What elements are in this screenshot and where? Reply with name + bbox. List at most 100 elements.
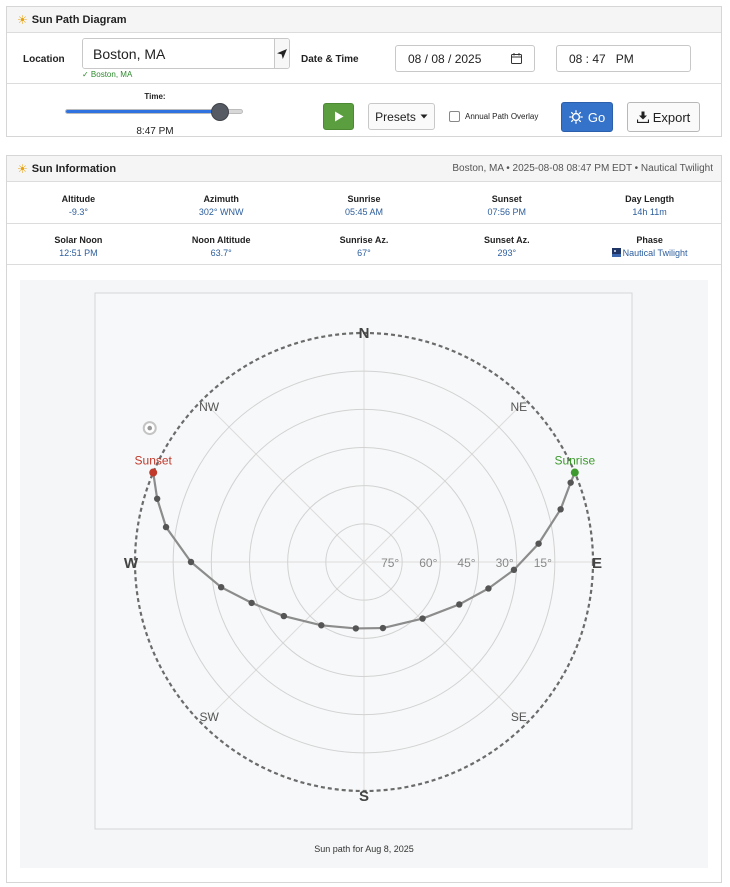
- play-button[interactable]: [323, 103, 354, 130]
- altitude-ring: [287, 485, 441, 639]
- location-label: Location: [23, 54, 65, 65]
- sun-path-point: [485, 585, 492, 592]
- direction-label-e: E: [592, 555, 602, 572]
- sun-icon: ☀: [17, 12, 28, 27]
- annual-overlay-toggle[interactable]: Annual Path Overlay: [449, 111, 538, 122]
- altitude-ring: [172, 370, 556, 754]
- direction-label-se: SE: [511, 710, 527, 724]
- direction-label-ne: NE: [511, 400, 528, 414]
- sun-path-point: [217, 583, 225, 591]
- time-slider-track[interactable]: [65, 109, 243, 114]
- info-key: Sunrise Az.: [339, 235, 389, 245]
- panel-title: Sun Path Diagram: [31, 13, 127, 26]
- date-input[interactable]: 08 / 08 / 2025: [395, 45, 535, 72]
- sunrise-marker: [570, 468, 579, 477]
- info-key: Azimuth: [203, 194, 239, 204]
- sun-path-svg: 75° 60° 45° 30° 15° N NE E SE S SW W NW Sunrise Sunset: [94, 292, 633, 830]
- info-sunrise-azimuth: Sunrise Az. 67°: [293, 224, 436, 264]
- sun-path-point: [352, 625, 360, 632]
- info-value: 07:56 PM: [487, 207, 527, 217]
- presets-dropdown[interactable]: Presets: [368, 103, 435, 130]
- info-sunset-azimuth: Sunset Az. 293°: [435, 224, 578, 264]
- date-value: 08 / 08 / 2025: [408, 51, 482, 66]
- export-button[interactable]: Export: [627, 102, 700, 132]
- sun-path-point: [318, 622, 325, 629]
- location-input-group: [82, 38, 290, 69]
- direction-label-sw: SW: [199, 710, 219, 724]
- info-day-length: Day Length 14h 11m: [578, 183, 721, 223]
- info-sunrise: Sunrise 05:45 AM: [293, 183, 436, 223]
- info-row-2: Solar Noon 12:51 PM Noon Altitude 63.7° …: [7, 224, 721, 265]
- info-key: Sunrise: [347, 194, 381, 204]
- info-key: Solar Noon: [54, 235, 103, 245]
- sunset-label: Sunset: [135, 454, 173, 468]
- direction-label-nw: NW: [199, 400, 220, 414]
- go-label: Go: [587, 109, 606, 125]
- info-value: 63.7°: [210, 248, 232, 258]
- panel-header: ☀ Sun Information Boston, MA • 2025-08-0…: [7, 156, 721, 182]
- sun-path-point: [379, 624, 387, 632]
- sun-path-point: [162, 523, 170, 531]
- chart-caption: Sun path for Aug 8, 2025: [314, 844, 414, 854]
- sun-path-point: [248, 599, 255, 607]
- info-azimuth: Azimuth 302° WNW: [150, 183, 293, 223]
- locate-button[interactable]: [274, 39, 289, 68]
- altitude-ring: [210, 408, 518, 716]
- sun-path-point: [567, 479, 574, 486]
- go-button[interactable]: Go: [561, 102, 613, 132]
- altitude-ring-label: 75°: [381, 556, 399, 570]
- controls-row: Time: 8:47 PM Presets Annual Path Overla…: [7, 85, 721, 137]
- info-value: 67°: [357, 248, 371, 258]
- info-value: 12:51 PM: [59, 248, 98, 258]
- info-value: 293°: [497, 248, 517, 258]
- location-input[interactable]: [83, 39, 274, 68]
- time-slider-value: 8:47 PM: [136, 126, 174, 137]
- time-slider-thumb[interactable]: [210, 103, 229, 121]
- datetime-label: Date & Time: [301, 54, 359, 65]
- altitude-ring-label: 45°: [457, 556, 475, 570]
- export-label: Export: [652, 109, 691, 125]
- time-value: 08 : 47 PM: [569, 51, 634, 66]
- sun-path-point: [187, 558, 195, 566]
- annual-overlay-checkbox[interactable]: [449, 111, 460, 122]
- info-value-phase: Nautical Twilight: [578, 248, 721, 258]
- info-key: Noon Altitude: [191, 235, 251, 245]
- sun-information-panel: ☀ Sun Information Boston, MA • 2025-08-0…: [6, 155, 722, 883]
- info-value: 302° WNW: [198, 207, 244, 217]
- sun-path-point: [557, 506, 564, 513]
- direction-label-n: N: [359, 325, 370, 342]
- altitude-ring: [325, 523, 403, 601]
- location-status: ✓ Boston, MA: [82, 70, 133, 79]
- info-meta: Boston, MA • 2025-08-08 08:47 PM EDT • N…: [452, 163, 713, 174]
- calendar-icon[interactable]: [511, 53, 522, 64]
- info-altitude: Altitude -9.3°: [7, 183, 150, 223]
- horizon-circle: [133, 331, 595, 793]
- current-sun-position: [147, 425, 153, 431]
- download-icon: [636, 111, 649, 123]
- info-key: Sunset: [491, 194, 522, 204]
- sun-path-point: [456, 601, 463, 608]
- time-slider-group: Time: 8:47 PM: [65, 92, 245, 137]
- time-slider-label: Time:: [144, 92, 166, 101]
- presets-label: Presets: [375, 109, 416, 124]
- time-input[interactable]: 08 : 47 PM: [556, 45, 691, 72]
- info-key: Altitude: [61, 194, 96, 204]
- info-noon-altitude: Noon Altitude 63.7°: [150, 224, 293, 264]
- location-datetime-row: Location ✓ Boston, MA Date & Time 08 / 0…: [7, 33, 721, 84]
- info-key: Sunset Az.: [483, 235, 530, 245]
- direction-label-s: S: [359, 788, 369, 805]
- panel-header: ☀ Sun Path Diagram: [7, 7, 721, 33]
- phase-text: Nautical Twilight: [622, 248, 688, 258]
- info-value: 14h 11m: [632, 207, 667, 217]
- sun-path-line: [152, 472, 576, 630]
- sun-path-point: [510, 566, 518, 574]
- sunrise-label: Sunrise: [554, 454, 595, 468]
- altitude-ring-label: 60°: [419, 556, 437, 570]
- sun-icon: ☀: [17, 161, 28, 176]
- info-solar-noon: Solar Noon 12:51 PM: [7, 224, 150, 264]
- info-key: Phase: [636, 235, 663, 245]
- sunset-marker: [149, 468, 158, 477]
- annual-overlay-label: Annual Path Overlay: [465, 112, 539, 121]
- sun-path-point: [535, 540, 542, 547]
- info-phase: Phase Nautical Twilight: [578, 224, 721, 264]
